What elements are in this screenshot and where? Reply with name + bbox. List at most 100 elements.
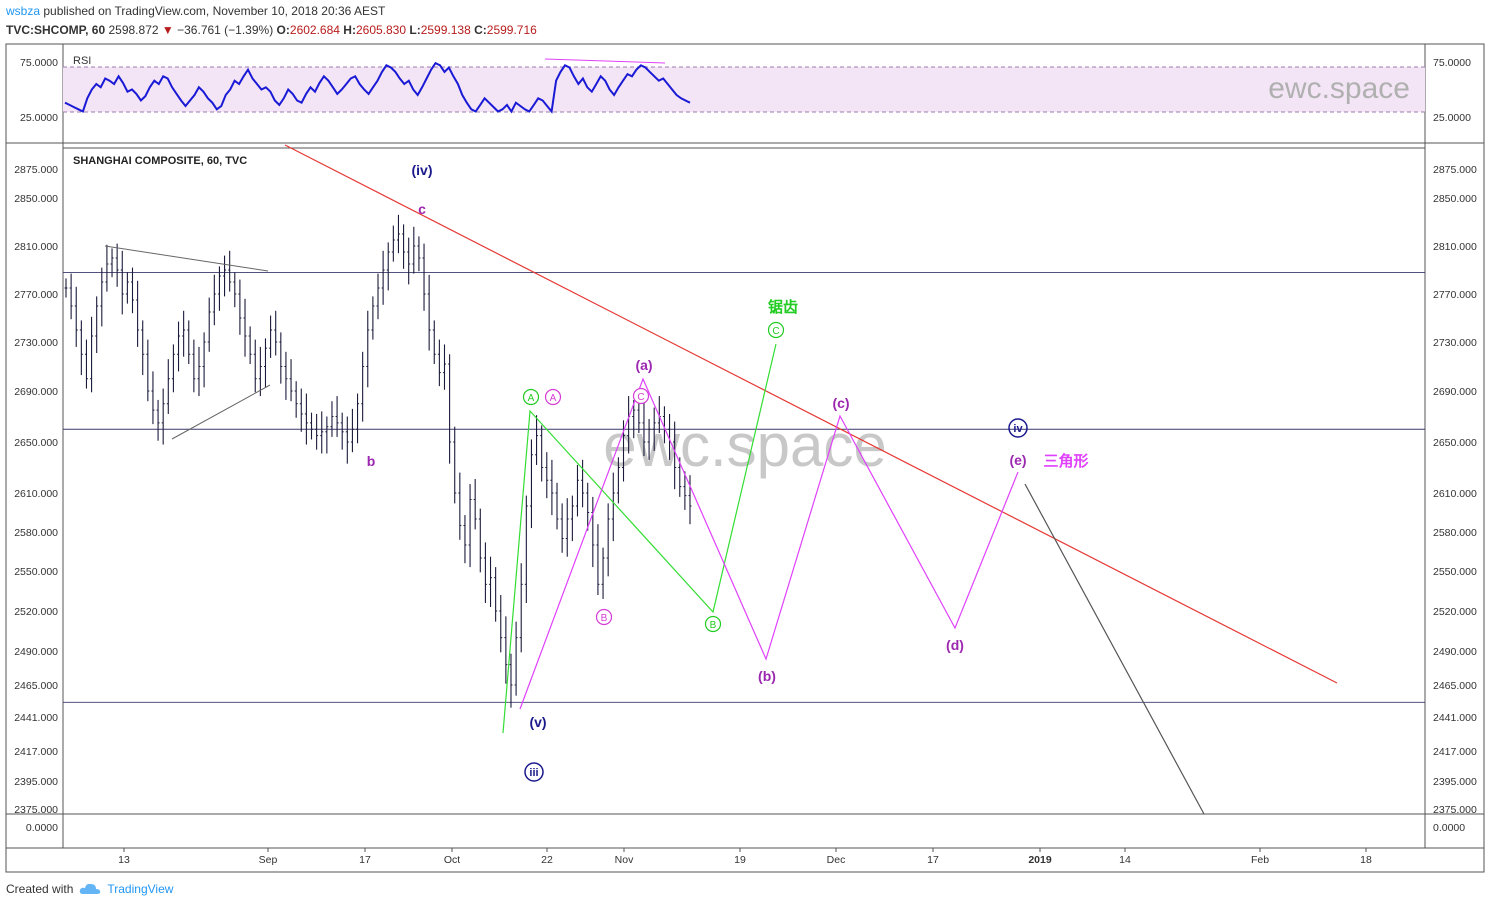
candle <box>509 653 513 708</box>
candle <box>263 338 267 388</box>
price-tick-left-3: 2770.000 <box>14 289 58 301</box>
candle <box>79 320 83 376</box>
label-wave-b: b <box>367 453 376 469</box>
zero-tick-left: 0.0000 <box>26 822 58 834</box>
label-wave-iii: iii <box>529 767 538 779</box>
candle <box>575 464 579 517</box>
circle-green-a <box>522 388 540 406</box>
candle <box>207 297 211 352</box>
candle <box>212 274 216 326</box>
price-tick-right-4: 2730.000 <box>1433 337 1477 349</box>
candle <box>652 407 656 451</box>
rsi-ticks: 75.0000 75.0000 25.0000 25.0000 <box>20 57 1471 124</box>
last-price: 2598.872 <box>108 23 159 37</box>
label-wave-v: (v) <box>529 714 546 730</box>
candle <box>269 315 273 358</box>
circle-magenta-b <box>595 608 613 626</box>
candle <box>606 503 610 577</box>
rsi-divergence-line <box>544 58 666 64</box>
candle <box>565 498 569 557</box>
price-tick-right-0: 2875.000 <box>1433 164 1477 176</box>
rsi-series-line <box>64 61 691 114</box>
candle <box>642 402 646 457</box>
price-tick-left-4: 2730.000 <box>14 337 58 349</box>
price-tick-right-8: 2580.000 <box>1433 527 1477 539</box>
candle <box>688 475 692 525</box>
candle <box>529 439 533 529</box>
price-tick-left-15: 2395.000 <box>14 776 58 788</box>
candle <box>407 237 411 285</box>
time-tick-label-9: 2019 <box>1028 854 1052 866</box>
footer: Created with TradingView <box>6 882 173 896</box>
time-tick-label-0: 13 <box>118 854 130 866</box>
label-green-a: A <box>528 393 535 404</box>
candle <box>146 339 150 402</box>
candle <box>217 266 221 311</box>
author-link[interactable]: wsbza <box>6 4 41 18</box>
label-triangle: 三角形 <box>1043 452 1088 470</box>
rsi-tick-right-0: 75.0000 <box>1433 57 1471 69</box>
price-tick-right-15: 2395.000 <box>1433 776 1477 788</box>
price-tick-left-2: 2810.000 <box>14 241 58 253</box>
candle <box>489 556 493 607</box>
low-value: 2599.138 <box>420 23 471 37</box>
candle <box>550 459 554 516</box>
label-wave-iv-circle: iv <box>1013 423 1023 435</box>
price-pane: SHANGHAI COMPOSITE, 60, TVC ewc.space 28… <box>14 144 1477 816</box>
candle <box>100 267 104 327</box>
price-tick-left-16: 2375.000 <box>14 804 58 816</box>
candle <box>84 339 88 389</box>
price-tick-left-11: 2490.000 <box>14 646 58 658</box>
created-with-label: Created with <box>6 882 74 896</box>
published-text: published on TradingView.com, November 1… <box>43 4 386 18</box>
candle <box>371 296 375 340</box>
candle <box>560 503 564 553</box>
candle <box>243 298 247 357</box>
label-wave-b-proj: (b) <box>758 668 776 684</box>
candle <box>673 421 677 490</box>
candle <box>136 280 140 347</box>
candle <box>95 296 99 354</box>
candle <box>596 524 600 595</box>
candle <box>177 321 181 372</box>
candle <box>197 346 201 397</box>
candle <box>432 320 436 365</box>
time-axis[interactable]: 13 Sep 17 Oct 22 Nov 19 Dec 17 2019 14 Feb 18 <box>118 848 1372 866</box>
rsi-band <box>63 67 1425 112</box>
price-tick-right-16: 2375.000 <box>1433 804 1477 816</box>
candle <box>345 416 349 464</box>
candle <box>274 310 278 356</box>
publish-line: wsbza published on TradingView.com, Nove… <box>6 4 385 18</box>
ohlc-line: TVC:SHCOMP, 60 2598.872 ▼ −36.761 (−1.39… <box>6 23 537 37</box>
label-green-c: C <box>772 326 779 337</box>
price-tick-right-11: 2490.000 <box>1433 646 1477 658</box>
label-magenta-c: C <box>637 392 644 403</box>
horizontal-levels <box>63 271 1425 703</box>
candle <box>315 413 319 450</box>
high-label: H: <box>343 23 356 37</box>
candle <box>350 408 354 453</box>
candle <box>453 426 457 504</box>
price-tick-left-7: 2610.000 <box>14 488 58 500</box>
candle <box>356 393 360 444</box>
candle <box>182 310 186 357</box>
tradingview-link[interactable]: TradingView <box>107 882 174 896</box>
label-wave-a: (a) <box>635 357 652 373</box>
price-tick-right-1: 2850.000 <box>1433 193 1477 205</box>
price-title: SHANGHAI COMPOSITE, 60, TVC <box>73 155 247 167</box>
change-value: −36.761 (−1.39%) <box>177 23 274 37</box>
label-wave-e-proj: (e) <box>1009 452 1026 468</box>
candle <box>448 354 452 464</box>
price-tick-left-1: 2850.000 <box>14 193 58 205</box>
price-tick-left-0: 2875.000 <box>14 164 58 176</box>
candles <box>64 214 692 708</box>
candle <box>632 399 636 439</box>
label-wave-c-proj: (c) <box>832 395 849 411</box>
circle-magenta-a <box>544 388 562 406</box>
open-label: O: <box>276 23 290 37</box>
candle <box>161 388 165 445</box>
wedge-lower-line <box>171 384 271 440</box>
price-tick-left-8: 2580.000 <box>14 527 58 539</box>
price-tick-right-12: 2465.000 <box>1433 680 1477 692</box>
